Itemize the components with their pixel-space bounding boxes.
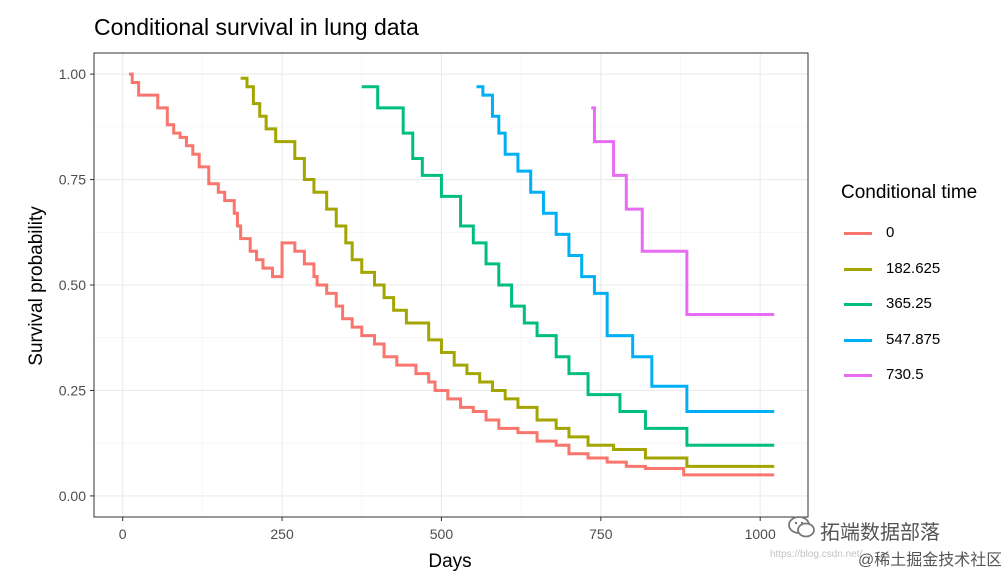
legend-key (844, 303, 872, 306)
legend-item: 182.625 (844, 259, 994, 279)
legend-key (844, 338, 872, 342)
watermark-brand: 拓端数据部落 (820, 522, 940, 544)
y-tick-label: 0.75 (59, 172, 86, 188)
legend-item: 0 (844, 223, 994, 243)
x-tick-label: 250 (270, 526, 294, 542)
series-line-0 (129, 72, 775, 477)
legend-key (844, 374, 872, 377)
legend-label: 0 (886, 224, 895, 241)
x-tick-label: 0 (119, 526, 127, 542)
legend-key (844, 267, 872, 271)
x-tick-label: 1000 (745, 526, 776, 542)
legend-label: 365.25 (886, 295, 932, 312)
x-tick-label: 750 (589, 526, 613, 542)
series-group (129, 72, 775, 477)
y-tick-label: 0.00 (59, 488, 86, 504)
legend-item: 730.5 (844, 365, 994, 385)
grid-lines (94, 53, 808, 517)
series-line-365.25 (361, 85, 775, 447)
watermark-url: https://blog.csdn.net/ (770, 549, 863, 560)
y-tick-label: 0.50 (59, 277, 86, 293)
wechat-logo-icon (788, 516, 815, 538)
series-line-547.875 (476, 85, 775, 414)
y-tick-label: 1.00 (59, 66, 86, 82)
watermark-site: @稀土掘金技术社区 (858, 552, 1001, 569)
legend-title: Conditional time (841, 182, 978, 203)
legend-item: 547.875 (844, 330, 994, 350)
legend-key (844, 232, 872, 235)
legend-label: 730.5 (886, 366, 924, 383)
chart-title: Conditional survival in lung data (94, 14, 419, 40)
y-tick-label: 0.25 (59, 382, 86, 398)
x-axis-label: Days (428, 551, 471, 572)
y-axis-label: Survival probability (26, 206, 47, 366)
series-line-182.625 (240, 76, 775, 468)
series-line-730.5 (591, 106, 775, 317)
axes-group: 0 250 500 750 1000 0.00 0.25 0.50 0.75 1.00 (59, 66, 776, 542)
legend-item: 365.25 (844, 294, 994, 314)
x-tick-label: 500 (430, 526, 454, 542)
legend-label: 547.875 (886, 330, 941, 348)
legend-label: 182.625 (886, 259, 941, 277)
